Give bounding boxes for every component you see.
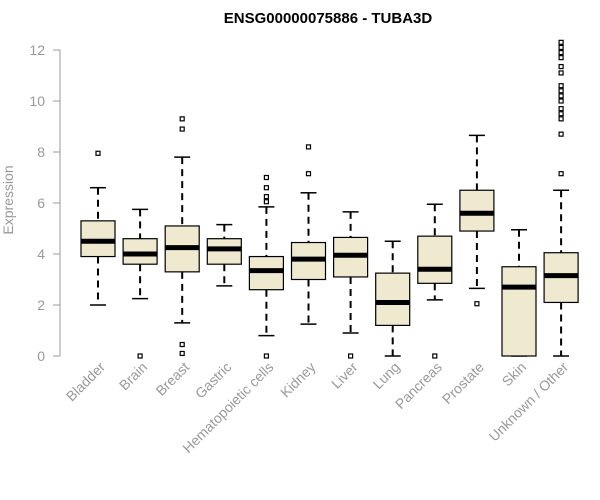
box-breast — [164, 116, 200, 357]
x-tick-label: Unknown / Other — [486, 359, 572, 445]
x-tick-label: Prostate — [439, 359, 487, 407]
outlier-point — [305, 144, 312, 150]
x-tick-label: Pancreas — [392, 359, 445, 412]
box-iqr — [248, 255, 284, 291]
outlier-point — [558, 93, 564, 99]
outlier-point — [558, 44, 564, 51]
y-axis-label: Expression — [0, 165, 16, 234]
y-tick-label: 2 — [37, 297, 45, 313]
outlier-point — [474, 301, 480, 307]
outlier-point — [558, 111, 564, 117]
outlier-point — [348, 353, 354, 359]
y-tick-label: 0 — [37, 348, 45, 364]
box-brain — [122, 208, 158, 359]
x-tick-label: Kidney — [277, 359, 319, 401]
box-iqr — [122, 238, 158, 265]
x-tick-label: Bladder — [63, 359, 109, 405]
y-tick-label: 12 — [29, 42, 45, 58]
x-tick-label: Liver — [328, 359, 361, 392]
outlier-point — [558, 131, 564, 137]
x-tick-label: Breast — [152, 359, 192, 399]
box-lung — [375, 240, 411, 357]
box-liver — [333, 211, 369, 359]
box-iqr — [417, 235, 453, 284]
outlier-point — [179, 126, 185, 132]
box-iqr — [206, 238, 242, 265]
outlier-point — [263, 194, 269, 200]
outlier-point — [263, 199, 269, 205]
outlier-point — [558, 171, 564, 177]
x-tick-label: Skin — [499, 359, 530, 390]
x-tick-label: Brain — [116, 359, 150, 393]
box-iqr — [80, 220, 116, 258]
box-bladder — [80, 150, 116, 306]
box-unknown-other — [543, 39, 579, 357]
boxes — [80, 39, 579, 359]
box-kidney — [290, 144, 327, 325]
y-tick-label: 4 — [37, 246, 45, 262]
outlier-point — [558, 70, 564, 76]
outlier-point — [558, 98, 564, 104]
box-pancreas — [417, 203, 453, 359]
y-axis: 0 2 4 6 8 10 12 — [29, 42, 61, 364]
outlier-point — [263, 185, 269, 191]
outlier-point — [558, 83, 564, 89]
outlier-point — [558, 55, 564, 61]
outlier-point — [137, 353, 143, 359]
box-iqr — [375, 272, 411, 327]
outlier-point — [179, 350, 185, 357]
y-tick-label: 8 — [37, 144, 45, 160]
outlier-point — [263, 174, 269, 181]
x-tick-label: Lung — [369, 359, 402, 392]
outlier-point — [558, 63, 564, 70]
box-gastric — [206, 223, 242, 287]
box-iqr — [501, 266, 537, 357]
outlier-point — [305, 171, 312, 177]
outlier-point — [558, 106, 564, 112]
box-prostate — [459, 134, 495, 307]
box-skin — [501, 229, 537, 357]
outlier-point — [558, 49, 564, 56]
y-tick-label: 6 — [37, 195, 45, 211]
outlier-point — [179, 341, 185, 348]
outlier-point — [263, 353, 269, 359]
outlier-point — [432, 353, 438, 359]
outlier-point — [558, 116, 564, 122]
outlier-point — [558, 88, 564, 94]
outlier-point — [558, 39, 564, 45]
outlier-point — [95, 150, 101, 156]
box-hematopoietic-cells — [248, 174, 284, 359]
box-iqr — [459, 189, 495, 232]
chart-title: ENSG00000075886 - TUBA3D — [224, 10, 433, 27]
y-tick-label: 10 — [29, 93, 45, 109]
outlier-point — [179, 116, 185, 122]
